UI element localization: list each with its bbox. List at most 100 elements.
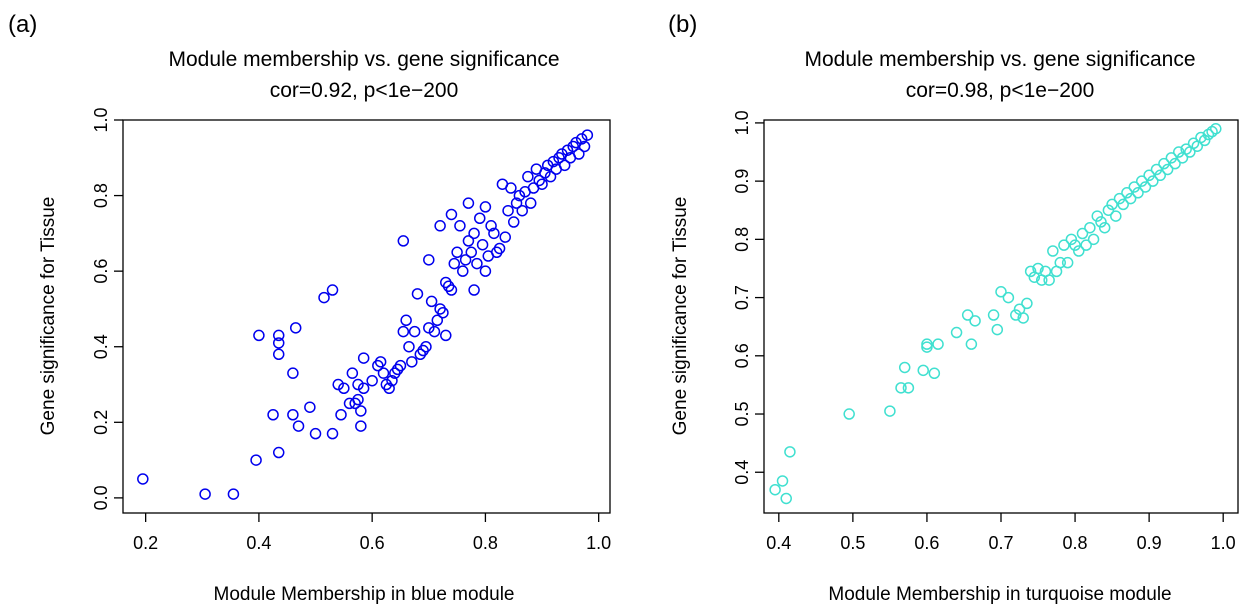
data-point-b-61 [1154,169,1166,182]
y-tick-label-a-3: 0.6 [91,259,111,284]
y-tick-label-b-6: 1.0 [732,110,752,135]
plot-frame-b [763,119,1239,514]
x-tick-label-b-4: 0.8 [1063,533,1088,553]
data-point-a-42 [397,235,410,247]
data-point-b-38 [1069,239,1081,251]
data-point-a-34 [377,367,390,379]
x-tick-label-a-2: 0.6 [360,533,385,553]
y-tick-label-b-1: 0.5 [732,402,752,427]
panel-b: (b) Module membership vs. gene significa… [668,11,1239,605]
data-point-b-4 [843,408,855,420]
data-point-a-57 [434,220,446,232]
data-point-a-106 [558,159,571,172]
data-point-b-31 [1043,274,1055,286]
data-point-b-55 [1132,187,1144,199]
plot-frame-a [122,119,611,514]
data-point-b-57 [1139,181,1152,193]
data-point-b-76 [1210,122,1222,135]
data-point-a-45 [406,356,418,368]
data-point-a-26 [352,378,364,391]
data-point-a-62 [445,284,458,296]
data-point-a-18 [326,427,339,440]
data-point-b-43 [1087,233,1100,246]
data-point-a-9 [272,329,285,342]
data-point-a-71 [465,246,478,259]
data-point-b-49 [1110,210,1122,222]
data-point-b-7 [898,361,911,374]
data-point-b-16 [965,338,978,350]
data-point-b-21 [1002,291,1015,304]
data-point-a-111 [573,148,585,160]
data-point-a-46 [408,325,421,338]
data-point-b-36 [1061,256,1074,269]
data-point-a-69 [462,235,475,247]
data-point-a-78 [479,201,492,213]
y-tick-label-b-4: 0.8 [732,227,752,252]
data-point-a-76 [476,238,489,251]
data-point-a-2 [227,488,240,500]
data-point-b-8 [902,382,915,394]
data-point-b-73 [1198,134,1211,147]
data-point-b-74 [1202,128,1215,141]
data-point-a-47 [411,288,424,300]
data-point-b-1 [776,475,789,487]
data-point-b-72 [1195,131,1207,144]
data-point-b-2 [780,492,792,505]
data-point-b-62 [1158,157,1170,170]
chart-subtitle-a: cor=0.92, p<1e−200 [270,79,459,102]
data-point-a-44 [403,340,415,353]
data-point-b-41 [1080,239,1092,251]
x-tick-label-a-3: 0.8 [473,533,498,553]
data-point-a-113 [578,140,591,153]
x-axis-label-b: Module Membership in turquoise module [828,584,1171,605]
x-axis-a: 0.2 0.4 0.6 0.8 1.0 [133,513,611,553]
data-point-a-102 [547,155,560,168]
data-point-a-28 [355,420,367,432]
data-point-b-34 [1054,256,1066,269]
data-point-b-53 [1124,192,1137,205]
data-point-b-64 [1165,152,1178,164]
y-axis-a: 0.0 0.2 0.4 0.6 0.8 1.0 [91,107,123,510]
data-point-a-66 [454,220,466,232]
data-point-a-80 [485,220,497,232]
x-axis-b: 0.4 0.5 0.6 0.7 0.8 0.9 1.0 [766,513,1236,553]
data-point-a-43 [400,314,412,327]
y-tick-label-a-2: 0.4 [91,334,111,359]
data-point-a-75 [474,212,486,224]
data-point-b-44 [1091,210,1104,222]
chart-subtitle-b: cor=0.98, p<1e−200 [906,79,1095,102]
x-tick-label-a-0: 0.2 [133,533,158,553]
y-tick-label-b-0: 0.4 [732,460,752,485]
data-point-a-29 [357,382,370,395]
data-point-a-114 [581,129,594,141]
data-point-b-19 [991,323,1004,336]
data-point-b-9 [917,364,929,377]
data-point-a-59 [440,329,452,342]
data-point-b-5 [884,405,896,417]
data-point-b-28 [1032,262,1044,275]
x-tick-label-b-0: 0.4 [766,533,791,553]
data-point-a-4 [253,329,265,342]
data-point-a-10 [287,409,299,421]
x-tick-label-a-4: 1.0 [586,533,611,553]
data-point-b-46 [1098,221,1111,234]
data-point-a-33 [374,356,387,368]
data-point-a-6 [272,446,285,459]
data-point-a-81 [488,227,500,240]
data-point-b-40 [1076,227,1089,240]
y-tick-label-a-0: 0.0 [91,485,111,510]
x-tick-label-b-6: 1.0 [1211,533,1236,553]
data-point-b-24 [1017,312,1029,324]
data-point-a-52 [423,254,435,266]
data-point-a-91 [516,204,528,217]
panel-label-b: (b) [668,11,697,38]
data-point-a-88 [507,216,520,228]
x-tick-label-b-5: 0.9 [1137,533,1162,553]
y-tick-label-a-1: 0.2 [91,410,111,435]
data-point-b-75 [1206,125,1218,138]
data-point-a-77 [479,265,492,277]
data-point-a-85 [499,231,511,243]
x-tick-label-a-1: 0.4 [246,533,271,553]
data-point-a-55 [431,314,444,327]
